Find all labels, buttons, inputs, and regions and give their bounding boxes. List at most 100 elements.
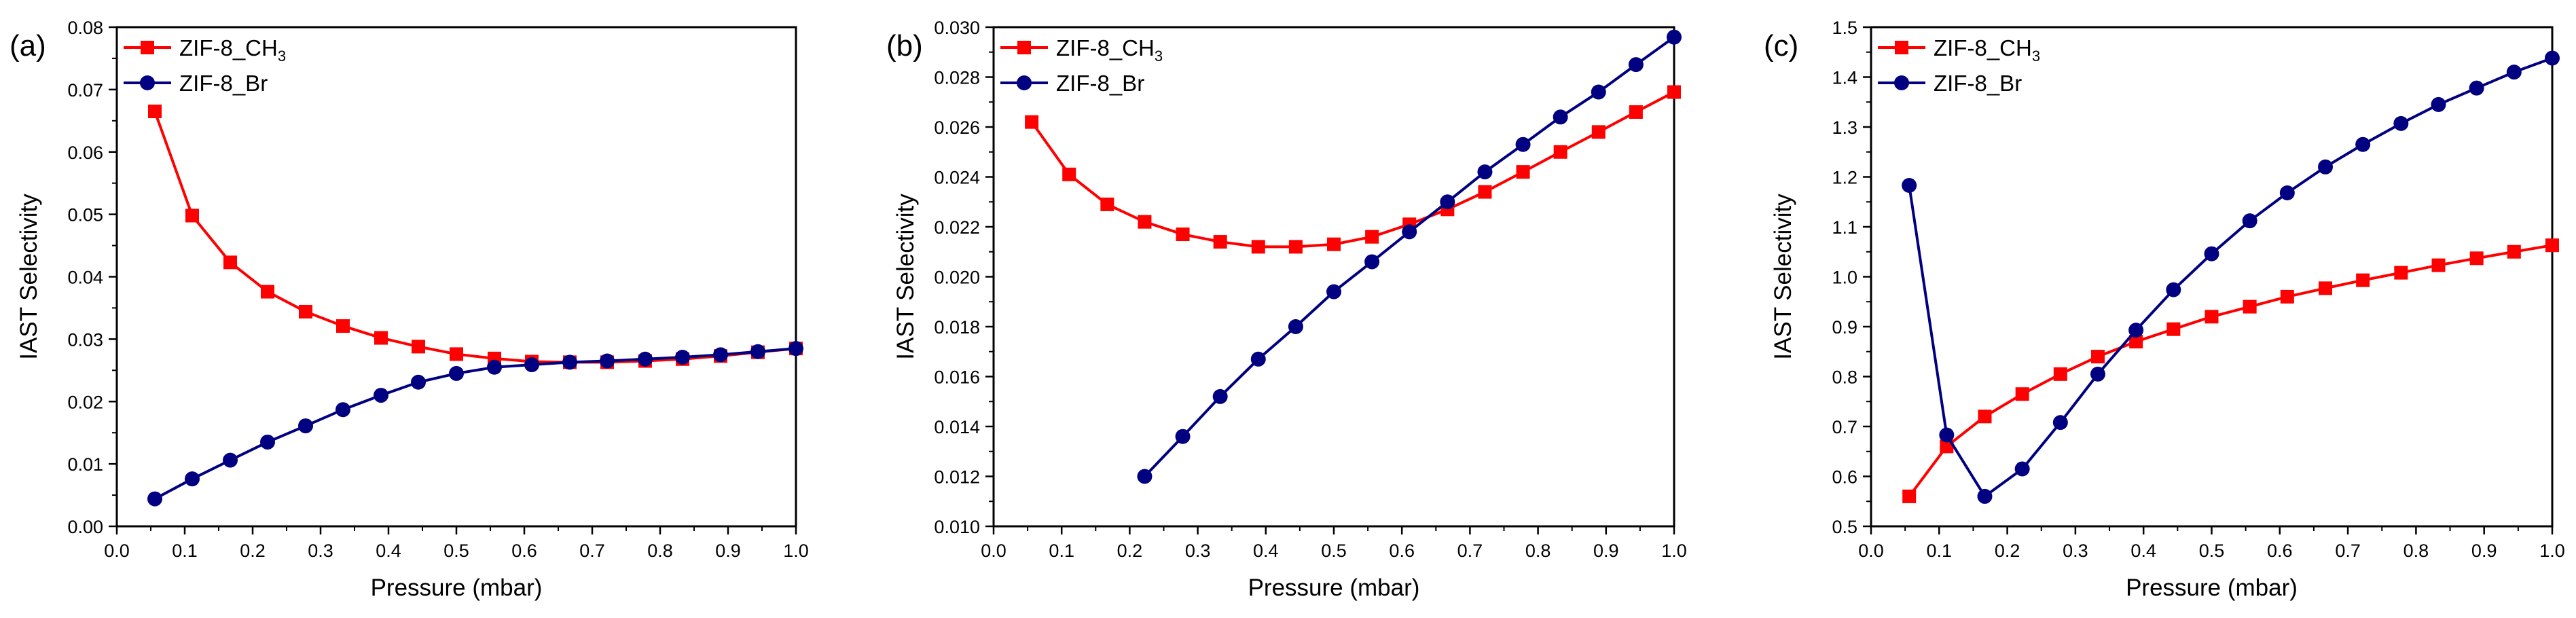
data-point: [1250, 351, 1266, 367]
x-tick-label: 0.6: [511, 541, 537, 561]
x-tick-label: 0.1: [172, 541, 198, 561]
y-tick-label: 0.04: [67, 268, 103, 288]
data-point: [2318, 159, 2334, 175]
y-tick-label: 0.01: [67, 454, 103, 475]
x-tick-label: 0.6: [2267, 541, 2293, 561]
x-tick-label: 0.9: [2471, 541, 2497, 561]
y-tick-label: 0.00: [67, 517, 103, 537]
y-tick-label: 0.08: [67, 18, 103, 38]
legend-label: ZIF-8_Br: [179, 71, 268, 96]
data-point: [1939, 427, 1955, 443]
y-tick-label: 0.05: [67, 205, 103, 225]
x-tick-label: 1.0: [783, 541, 809, 561]
data-point: [2166, 322, 2181, 336]
data-point: [2090, 366, 2105, 382]
y-tick-label: 0.010: [934, 517, 980, 537]
y-tick-label: 1.3: [1832, 117, 1857, 138]
y-tick-label: 0.07: [67, 80, 103, 101]
data-point: [2280, 289, 2294, 304]
data-point: [1326, 284, 1341, 299]
series-line: [1908, 56, 2553, 498]
plot-frame: [1870, 26, 2554, 528]
x-tick-label: 0.4: [1253, 541, 1279, 561]
data-point: [1288, 240, 1303, 254]
y-tick-label: 0.020: [934, 268, 980, 288]
legend-label-main: ZIF-8_Br: [1056, 71, 1144, 96]
series-2: [1902, 50, 2560, 504]
data-point: [1628, 57, 1644, 73]
y-tick-label: 1.5: [1832, 18, 1857, 38]
series-line: [1908, 244, 2553, 498]
y-tick-label: 0.9: [1832, 317, 1857, 338]
legend-label-main: ZIF-8_CH: [1934, 35, 2032, 60]
x-tick-label: 0.1: [1927, 541, 1953, 561]
x-tick-label: 1.0: [1661, 541, 1687, 561]
y-tick-label: 0.012: [934, 467, 980, 488]
y-tick-label: 0.024: [934, 168, 980, 188]
legend-marker: [1894, 75, 1909, 90]
data-point: [374, 388, 388, 403]
data-point: [411, 374, 426, 390]
data-point: [1516, 165, 1530, 179]
data-point: [487, 359, 502, 375]
data-point: [185, 471, 200, 487]
data-point: [750, 344, 765, 359]
chart-panel-2: 0.0 0.1 0.2 0.3 0.4 0.5 0.6 0.7 0.8 0.9 1.0 0.010 0.…: [886, 18, 1687, 601]
data-point: [788, 341, 803, 357]
series-line: [153, 111, 797, 364]
data-point: [2431, 96, 2446, 112]
data-point: [148, 105, 162, 119]
y-tick-label: 0.8: [1832, 367, 1857, 388]
x-tick-label: 0.3: [1185, 541, 1211, 561]
data-point: [185, 208, 199, 223]
legend-marker: [141, 41, 154, 54]
data-point: [713, 347, 728, 363]
data-point: [2166, 282, 2181, 297]
data-point: [2205, 310, 2219, 324]
data-point: [223, 452, 238, 468]
legend-label: ZIF-8_CH3: [1056, 35, 1163, 65]
data-point: [1553, 109, 1568, 125]
y-tick-label: 1.0: [1832, 268, 1857, 288]
legend-entry: ZIF-8_CH3: [124, 35, 286, 65]
data-point: [2545, 238, 2559, 253]
x-tick-label: 0.7: [579, 541, 605, 561]
x-tick-label: 1.0: [2539, 541, 2565, 561]
data-point: [2090, 350, 2105, 364]
data-point: [2129, 335, 2143, 349]
y-tick-label: 0.03: [67, 329, 103, 350]
data-point: [1137, 469, 1153, 484]
data-point: [2355, 137, 2371, 152]
data-point: [1591, 84, 1606, 100]
x-tick-label: 0.4: [2130, 541, 2156, 561]
data-point: [2469, 251, 2484, 266]
data-point: [1978, 410, 1992, 424]
data-point: [1940, 439, 1954, 454]
y-tick-label: 0.026: [934, 117, 980, 138]
plot-frame: [115, 26, 797, 528]
data-point: [638, 351, 653, 367]
data-point: [1902, 177, 1917, 193]
data-point: [2356, 273, 2370, 287]
series-2: [147, 341, 803, 507]
x-tick-label: 0.3: [2063, 541, 2088, 561]
data-point: [2052, 415, 2068, 431]
data-point: [1553, 145, 1567, 159]
x-tick-label: 0.8: [647, 541, 673, 561]
panel-label: (c): [1764, 29, 1798, 62]
y-tick-label: 1.4: [1832, 68, 1857, 88]
data-point: [2394, 266, 2408, 280]
series-2: [1137, 29, 1682, 484]
legend-label-subscript: 3: [2032, 48, 2040, 65]
y-tick-label: 0.028: [934, 68, 980, 88]
chart-panel-3: 0.0 0.1 0.2 0.3 0.4 0.5 0.6 0.7 0.8 0.9 1.0 0.5 0.6 0…: [1764, 18, 2565, 601]
x-tick-label: 0.0: [1858, 541, 1884, 561]
y-tick-label: 1.2: [1832, 168, 1857, 188]
data-point: [2014, 461, 2030, 477]
x-tick-label: 0.0: [104, 541, 130, 561]
legend-entry: ZIF-8_CH3: [1000, 35, 1163, 65]
data-point: [147, 491, 162, 507]
series-line: [154, 347, 797, 501]
data-point: [562, 355, 577, 370]
